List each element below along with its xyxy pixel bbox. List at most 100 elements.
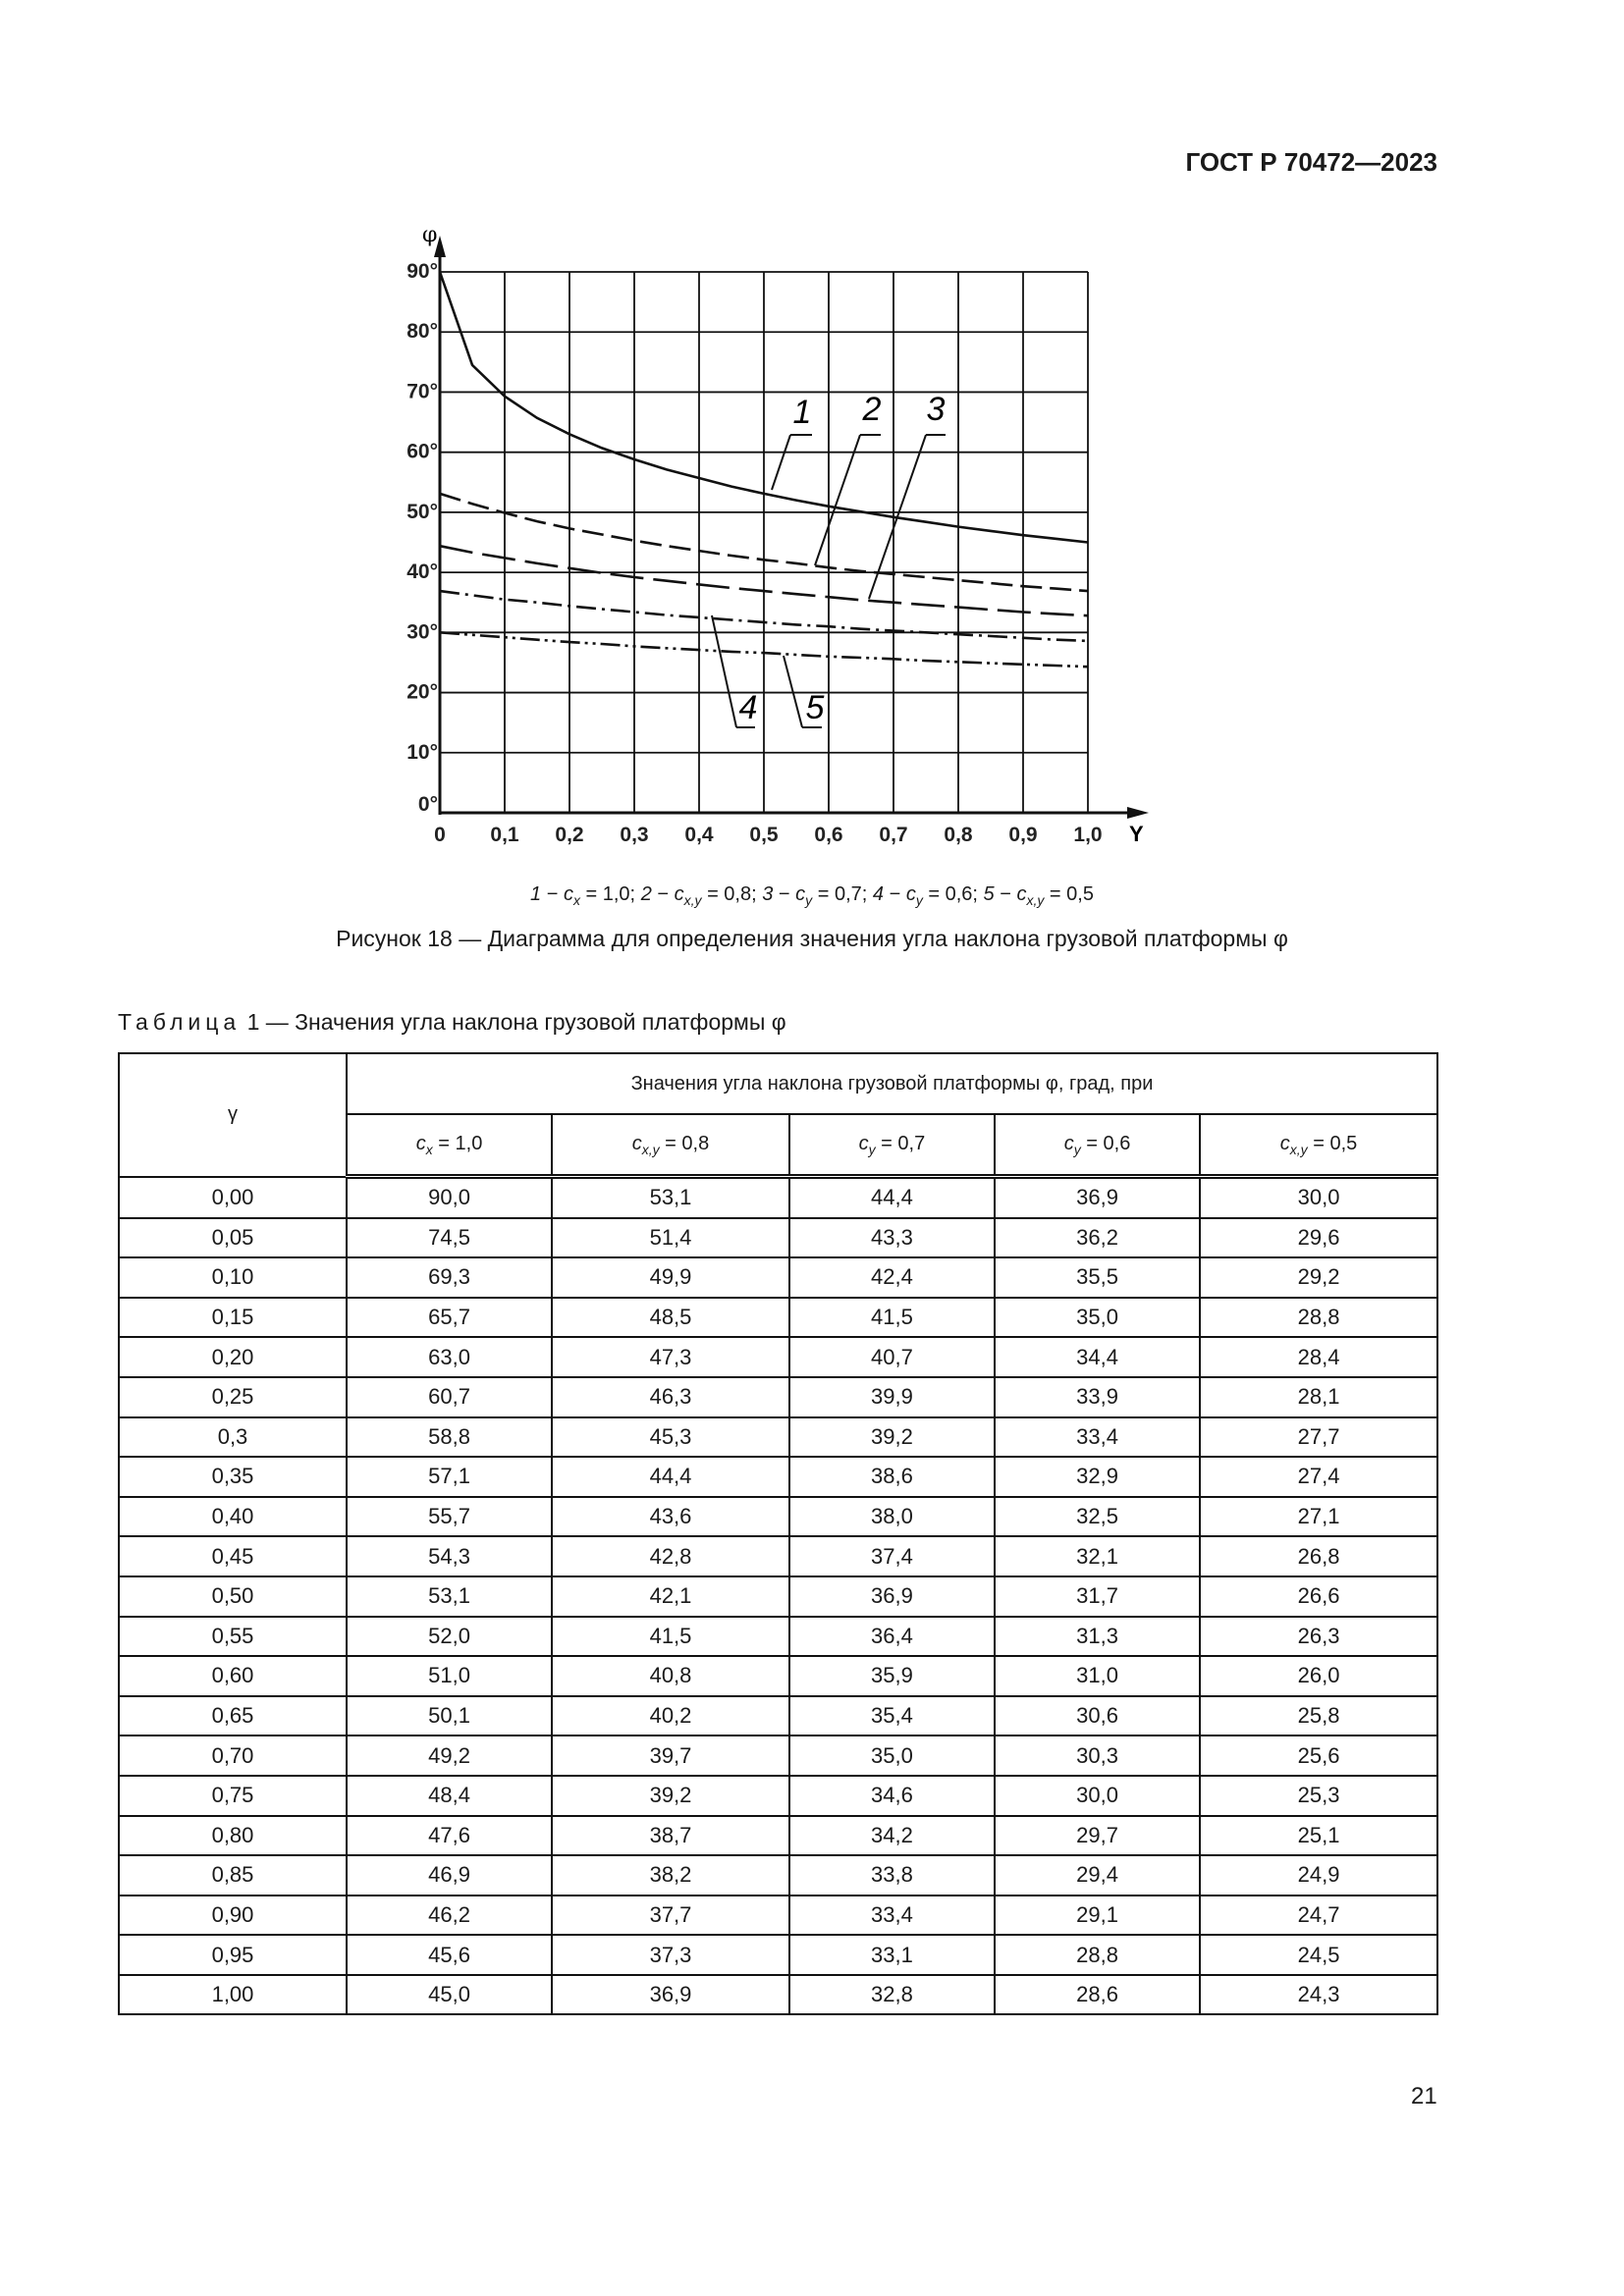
cell-gamma: 0,3 [118, 1415, 348, 1459]
column-header: cx = 1,0 [345, 1113, 554, 1179]
column-header: cx,y = 0,8 [551, 1113, 790, 1179]
cell-value: 35,0 [993, 1296, 1202, 1339]
cell-value: 31,3 [993, 1615, 1202, 1658]
table-row: 0,3 58,8 45,3 39,2 33,4 27,7 [118, 1415, 1438, 1459]
x-tick-label: 0,1 [490, 824, 519, 846]
series-line-1 [438, 271, 1089, 544]
cell-value: 29,6 [1199, 1216, 1438, 1259]
table-label: Таблица [118, 1009, 242, 1035]
cell-value: 41,5 [551, 1615, 790, 1658]
legend-item: 2 − cx,y = 0,8; [640, 883, 757, 908]
cell-value: 49,9 [551, 1256, 790, 1299]
cell-value: 33,4 [993, 1415, 1202, 1459]
cell-gamma: 0,20 [118, 1336, 348, 1378]
cell-value: 40,7 [787, 1336, 996, 1378]
cell-value: 38,0 [787, 1495, 996, 1538]
cell-gamma: 0,55 [118, 1615, 348, 1658]
cell-value: 39,7 [551, 1735, 790, 1777]
x-axis-label: Y [1129, 822, 1144, 846]
cell-value: 51,0 [345, 1655, 554, 1697]
cell-value: 28,1 [1199, 1375, 1438, 1418]
x-tick-label: 1,0 [1073, 824, 1102, 846]
y-tick-label: 20° [406, 681, 438, 704]
y-tick-label: 0° [418, 793, 438, 816]
cell-gamma: 0,65 [118, 1694, 348, 1737]
x-tick-label: 0,5 [749, 824, 779, 846]
legend-item: 4 − cy = 0,6; [872, 883, 978, 908]
cell-value: 90,0 [345, 1175, 554, 1219]
cell-value: 24,3 [1199, 1973, 1438, 2016]
cell-gamma: 0,10 [118, 1256, 348, 1299]
cell-value: 33,4 [787, 1894, 996, 1937]
cell-value: 41,5 [787, 1296, 996, 1339]
y-axis-arrow-icon [434, 236, 446, 257]
legend-item: 1 − cx = 1,0; [530, 883, 636, 908]
cell-value: 49,2 [345, 1735, 554, 1777]
cell-value: 32,5 [993, 1495, 1202, 1538]
table-row: 1,00 45,0 36,9 32,8 28,6 24,3 [118, 1973, 1438, 2016]
table-row: 0,80 47,6 38,7 34,2 29,7 25,1 [118, 1814, 1438, 1857]
table-row: 0,75 48,4 39,2 34,6 30,0 25,3 [118, 1774, 1438, 1817]
cell-value: 31,7 [993, 1575, 1202, 1618]
cell-gamma: 0,25 [118, 1375, 348, 1418]
cell-value: 38,2 [551, 1854, 790, 1896]
series-label: 1 [793, 394, 812, 431]
cell-gamma: 0,75 [118, 1774, 348, 1817]
cell-value: 33,1 [787, 1934, 996, 1976]
cell-value: 37,3 [551, 1934, 790, 1976]
x-tick-label: 0,8 [944, 824, 973, 846]
cell-value: 35,9 [787, 1655, 996, 1697]
figure-caption: Рисунок 18 — Диаграмма для определения з… [336, 926, 1288, 951]
x-tick-label: 0,6 [814, 824, 842, 846]
cell-value: 44,4 [551, 1456, 790, 1498]
table-row: 0,35 57,1 44,4 38,6 32,9 27,4 [118, 1456, 1438, 1498]
cell-value: 28,4 [1199, 1336, 1438, 1378]
legend-item: 5 − cx,y = 0,5 [983, 883, 1094, 908]
cell-value: 35,4 [787, 1694, 996, 1737]
cell-value: 30,6 [993, 1694, 1202, 1737]
cell-value: 32,9 [993, 1456, 1202, 1498]
table-row: 0,05 74,5 51,4 43,3 36,2 29,6 [118, 1216, 1438, 1259]
y-tick-label: 40° [406, 561, 438, 583]
cell-value: 55,7 [345, 1495, 554, 1538]
cell-value: 51,4 [551, 1216, 790, 1259]
series-label: 3 [927, 391, 946, 428]
series-label: 4 [739, 689, 758, 726]
table-row: 0,40 55,7 43,6 38,0 32,5 27,1 [118, 1495, 1438, 1538]
cell-gamma: 0,50 [118, 1575, 348, 1618]
table-title: Таблица 1 — Значения угла наклона грузов… [118, 1009, 786, 1036]
cell-value: 25,3 [1199, 1774, 1438, 1817]
cell-value: 69,3 [345, 1256, 554, 1299]
table-row: 0,85 46,9 38,2 33,8 29,4 24,9 [118, 1854, 1438, 1896]
y-tick-label: 10° [406, 741, 438, 764]
cell-gamma: 0,45 [118, 1535, 348, 1577]
cell-value: 37,4 [787, 1535, 996, 1577]
cell-value: 57,1 [345, 1456, 554, 1498]
table-row: 0,20 63,0 47,3 40,7 34,4 28,4 [118, 1336, 1438, 1378]
cell-gamma: 0,85 [118, 1854, 348, 1896]
cell-value: 39,2 [551, 1774, 790, 1817]
x-tick-label: 0,2 [555, 824, 583, 846]
cell-value: 38,7 [551, 1814, 790, 1857]
chart-legend: 1 − cx = 1,0; 2 − cx,y = 0,8; 3 − cy = 0… [0, 883, 1624, 908]
x-tick-label: 0,3 [620, 824, 648, 846]
cell-value: 36,2 [993, 1216, 1202, 1259]
cell-value: 36,9 [551, 1973, 790, 2016]
table-row: 0,70 49,2 39,7 35,0 30,3 25,6 [118, 1735, 1438, 1777]
cell-value: 29,7 [993, 1814, 1202, 1857]
column-header: cx,y = 0,5 [1199, 1113, 1438, 1179]
cell-value: 52,0 [345, 1615, 554, 1658]
cell-value: 42,1 [551, 1575, 790, 1618]
cell-value: 26,0 [1199, 1655, 1438, 1697]
table-title-text: 1 — Значения угла наклона грузовой платф… [246, 1009, 786, 1035]
y-tick-label: 90° [406, 260, 438, 283]
leader-line [711, 614, 737, 728]
cell-value: 45,6 [345, 1934, 554, 1976]
cell-value: 36,9 [993, 1175, 1202, 1219]
legend-item: 3 − cy = 0,7; [762, 883, 868, 908]
document-id: ГОСТ Р 70472—2023 [1185, 147, 1437, 177]
cell-value: 30,0 [1199, 1175, 1438, 1219]
cell-value: 63,0 [345, 1336, 554, 1378]
cell-value: 31,0 [993, 1655, 1202, 1697]
cell-value: 42,4 [787, 1256, 996, 1299]
